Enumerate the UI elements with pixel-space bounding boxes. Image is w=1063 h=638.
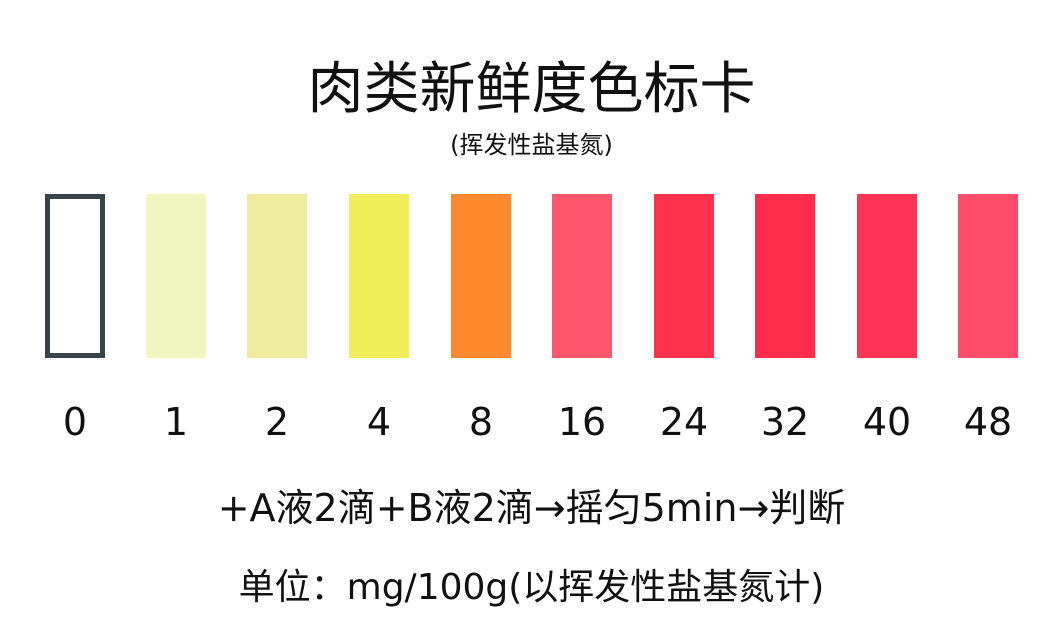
swatch-value-label: 0 xyxy=(62,400,88,444)
unit-note: 单位：mg/100g(以挥发性盐基氮计) xyxy=(238,567,825,608)
swatch-value-label: 1 xyxy=(163,400,189,444)
card-title: 肉类新鲜度色标卡 xyxy=(307,57,756,122)
color-swatch xyxy=(552,194,612,358)
swatch-value-label: 48 xyxy=(963,400,1013,444)
color-swatch xyxy=(247,194,307,358)
color-swatch xyxy=(146,194,206,358)
color-swatch xyxy=(451,194,511,358)
swatch-value-label: 16 xyxy=(557,400,607,444)
swatch-value-label: 32 xyxy=(760,400,810,444)
swatch-value-label: 40 xyxy=(862,400,912,444)
color-swatch xyxy=(654,194,714,358)
color-swatch xyxy=(857,194,917,358)
color-swatch xyxy=(45,194,105,358)
swatch-value-label: 8 xyxy=(468,400,494,444)
swatch-value-label: 24 xyxy=(659,400,709,444)
card-subtitle: (挥发性盐基氮) xyxy=(450,131,613,159)
swatch-value-label: 2 xyxy=(264,400,290,444)
color-swatch xyxy=(755,194,815,358)
color-swatch xyxy=(349,194,409,358)
color-swatch xyxy=(958,194,1018,358)
instructions: +A液2滴+B液2滴→摇匀5min→判断 xyxy=(217,486,846,530)
swatch-value-label: 4 xyxy=(366,400,392,444)
